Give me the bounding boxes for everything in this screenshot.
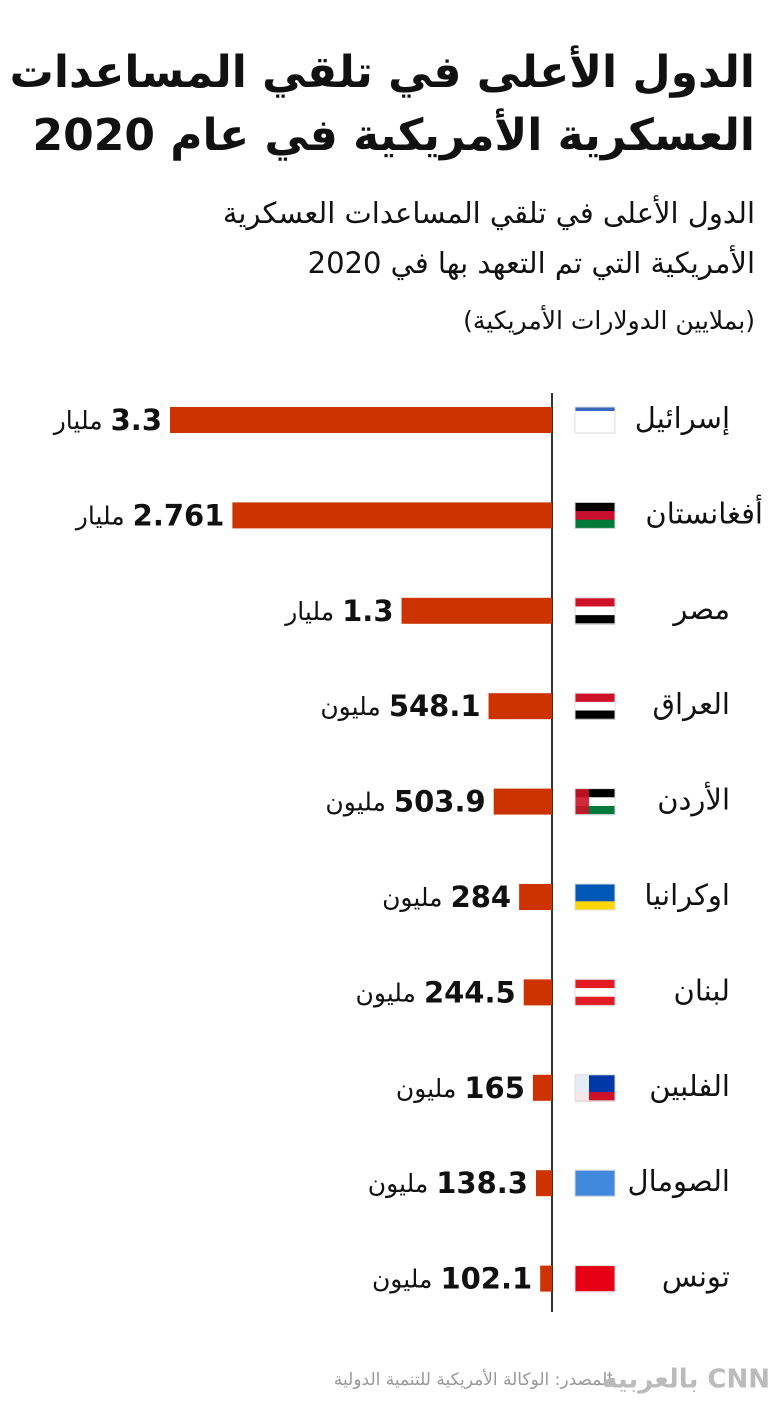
flag-part (575, 1170, 615, 1180)
flag-part (575, 407, 615, 411)
flag-part (575, 797, 615, 807)
flag-part (575, 1074, 615, 1084)
bar (523, 979, 552, 1006)
flag-part (575, 996, 615, 1006)
bar (488, 693, 552, 720)
flag-part (575, 519, 615, 529)
flag-part (575, 701, 615, 712)
logo: CNN بالعربية (602, 1365, 770, 1395)
category-label: تونس (662, 1260, 730, 1294)
flag-border (574, 692, 616, 720)
flag-part (575, 693, 615, 703)
flag-part (575, 979, 615, 989)
flag-part (575, 1092, 615, 1102)
flag-part (575, 502, 615, 512)
category-label: الفلبين (649, 1069, 730, 1103)
flag-part (575, 710, 615, 720)
flag-part (575, 511, 615, 521)
bar (401, 597, 552, 624)
category-label: الأردن (657, 781, 730, 817)
value-label: 548.1 (389, 689, 481, 723)
flag-border (574, 501, 616, 529)
flag-border (574, 597, 616, 625)
value-label: 503.9 (394, 785, 486, 819)
value-label: 284 (451, 880, 512, 914)
category-label: أفغانستان (645, 493, 763, 530)
value-label: 244.5 (424, 975, 516, 1009)
bar (170, 407, 552, 433)
bar (535, 1170, 552, 1197)
category-label: الصومال (628, 1164, 730, 1198)
value-label: 165 (464, 1071, 525, 1105)
flag-part (575, 1265, 615, 1275)
flag-part (575, 597, 615, 607)
flag-part (575, 615, 615, 625)
value-unit: مليار (74, 501, 125, 530)
flag-border (574, 978, 616, 1006)
category-label: لبنان (674, 973, 730, 1007)
value-label: 102.1 (440, 1262, 532, 1296)
subtitle: (بملايين الدولارات الأمريكية) (463, 304, 755, 336)
flag-part (575, 1282, 615, 1293)
value-label: 138.3 (436, 1166, 528, 1200)
chart-title: الدول الأعلى في تلقي المساعدات (10, 45, 755, 98)
bar (532, 1074, 552, 1101)
value-unit: مليون (382, 883, 443, 912)
flag-part (575, 415, 615, 425)
value-unit: مليون (372, 1265, 433, 1294)
bar (493, 788, 552, 815)
flag-part (575, 884, 615, 894)
value-unit: مليون (396, 1074, 457, 1103)
value-unit: مليون (325, 788, 386, 817)
bar (540, 1265, 552, 1292)
flag-border (574, 788, 616, 816)
value-unit: مليون (368, 1169, 429, 1198)
flag-border (574, 883, 616, 911)
flag-part (575, 788, 615, 798)
flag-part (575, 606, 615, 616)
subtitle: الدول الأعلى في تلقي المساعدات العسكرية (223, 194, 755, 231)
flag-part (575, 892, 615, 902)
flag-part (575, 901, 615, 911)
subtitle: الأمريكية التي تم التعهد بها في 2020 (308, 244, 755, 281)
flag-border (574, 406, 616, 434)
category-label: العراق (653, 687, 730, 721)
value-label: 2.761 (133, 498, 225, 532)
bar (232, 502, 553, 529)
flag-part (575, 788, 589, 815)
category-label: مصر (671, 592, 730, 626)
category-label: إسرائيل (635, 401, 730, 436)
flag-border (574, 1169, 616, 1197)
flag-part (575, 424, 615, 434)
value-label: 1.3 (342, 594, 393, 628)
flag-part (575, 1274, 615, 1284)
value-label: 3.3 (111, 403, 162, 437)
flag-border (574, 1265, 616, 1293)
flag-part (575, 1187, 615, 1197)
value-unit: مليار (283, 597, 334, 626)
flag-part (575, 988, 615, 998)
chart-title: العسكرية الأمريكية في عام 2020 (33, 108, 755, 161)
value-unit: مليار (52, 406, 103, 435)
flags (574, 406, 616, 1293)
flag-part (575, 1083, 615, 1093)
value-unit: مليون (320, 692, 381, 721)
category-label: اوكرانيا (644, 878, 730, 912)
flag-part (575, 1178, 615, 1189)
value-unit: مليون (355, 978, 416, 1007)
flag-border (574, 1074, 616, 1102)
flag-part (575, 805, 615, 816)
bar (519, 884, 552, 910)
source: المصدر: الوكالة الأمريكية للتنمية الدولي… (334, 1369, 612, 1390)
flag-part (575, 407, 615, 417)
flag-part (575, 1074, 589, 1101)
